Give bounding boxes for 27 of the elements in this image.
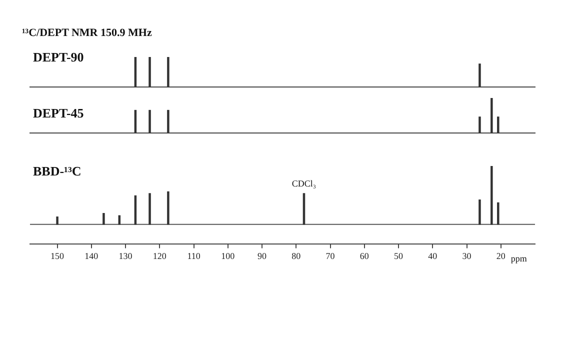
x-tick-label: 50 (394, 250, 404, 261)
bar (148, 193, 151, 225)
chart-subtitle: DEPT-90 (33, 49, 84, 64)
bar (497, 202, 500, 225)
x-axis-title: ppm (510, 254, 527, 264)
x-tick-label: 30 (462, 250, 472, 261)
x-tick-label: 60 (360, 250, 370, 261)
x-tick-label: 110 (187, 250, 201, 261)
text: DEPT-45 (33, 105, 84, 120)
annotation: CDCl₃ (292, 178, 316, 188)
x-tick-label: 130 (118, 250, 133, 261)
bar (56, 216, 58, 225)
bar (490, 166, 493, 225)
x-tick-label: 140 (84, 250, 99, 261)
x-tick-label: 40 (428, 250, 438, 261)
x-tick-label: 150 (50, 250, 65, 261)
x-tick-label: 90 (258, 250, 268, 261)
x-tick-label: 20 (496, 250, 506, 261)
x-tick-label: 80 (292, 250, 302, 261)
bar (102, 212, 105, 225)
x-tick-label: 120 (152, 250, 167, 261)
chart-title: BBD-¹³C (33, 163, 82, 178)
bar (167, 191, 170, 225)
bar (478, 200, 481, 225)
x-tick-label: 100 (221, 250, 236, 261)
chart-title: ¹³C/DEPT NMR 150.9 MHz (22, 26, 152, 39)
x-tick-label: 70 (326, 250, 336, 261)
